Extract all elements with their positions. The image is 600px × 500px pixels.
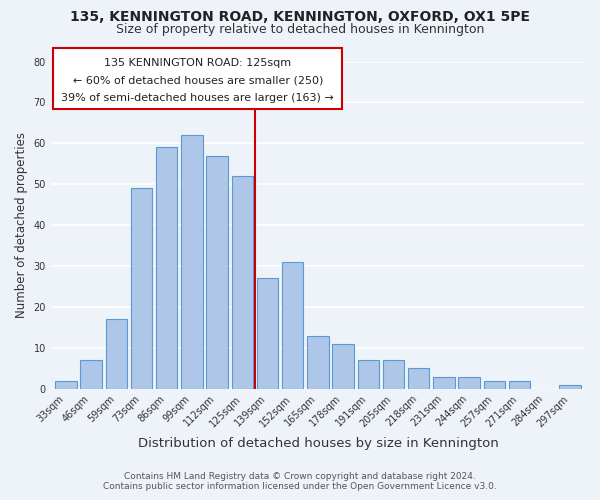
Bar: [106, 320, 127, 389]
Text: Contains public sector information licensed under the Open Government Licence v3: Contains public sector information licen…: [103, 482, 497, 491]
Bar: [559, 384, 581, 389]
Bar: [307, 336, 329, 389]
Bar: [257, 278, 278, 389]
Bar: [80, 360, 102, 389]
Bar: [55, 380, 77, 389]
Bar: [358, 360, 379, 389]
Y-axis label: Number of detached properties: Number of detached properties: [15, 132, 28, 318]
Bar: [458, 376, 480, 389]
Bar: [131, 188, 152, 389]
Text: 135, KENNINGTON ROAD, KENNINGTON, OXFORD, OX1 5PE: 135, KENNINGTON ROAD, KENNINGTON, OXFORD…: [70, 10, 530, 24]
Bar: [206, 156, 228, 389]
Bar: [232, 176, 253, 389]
Bar: [484, 380, 505, 389]
Bar: [181, 135, 203, 389]
Bar: [509, 380, 530, 389]
Text: Size of property relative to detached houses in Kennington: Size of property relative to detached ho…: [116, 22, 484, 36]
FancyBboxPatch shape: [53, 48, 342, 109]
Text: 39% of semi-detached houses are larger (163) →: 39% of semi-detached houses are larger (…: [61, 92, 334, 102]
Text: Contains HM Land Registry data © Crown copyright and database right 2024.: Contains HM Land Registry data © Crown c…: [124, 472, 476, 481]
X-axis label: Distribution of detached houses by size in Kennington: Distribution of detached houses by size …: [137, 437, 498, 450]
Bar: [433, 376, 455, 389]
Bar: [156, 148, 178, 389]
Bar: [383, 360, 404, 389]
Text: ← 60% of detached houses are smaller (250): ← 60% of detached houses are smaller (25…: [73, 76, 323, 86]
Bar: [408, 368, 430, 389]
Bar: [282, 262, 304, 389]
Bar: [332, 344, 354, 389]
Text: 135 KENNINGTON ROAD: 125sqm: 135 KENNINGTON ROAD: 125sqm: [104, 58, 291, 68]
